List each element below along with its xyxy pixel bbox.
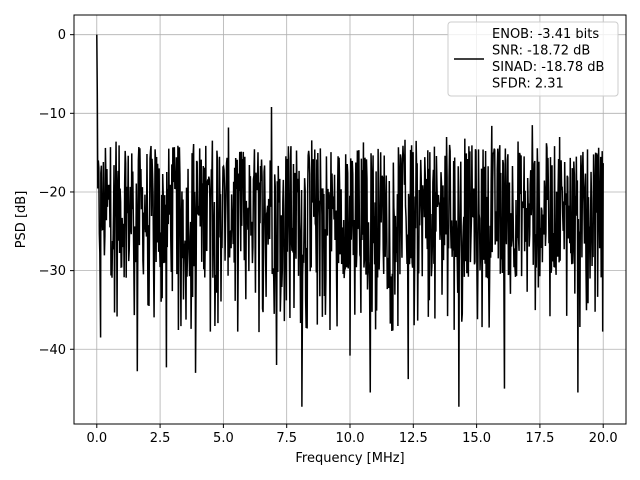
legend-box — [447, 21, 619, 97]
series-line — [96, 34, 604, 407]
x-tick-label: 10.0 — [336, 431, 365, 446]
plot-area — [96, 34, 604, 407]
x-tick-label: 7.5 — [276, 431, 297, 446]
x-tick-label: 2.5 — [150, 431, 171, 446]
y-axis-label: PSD [dB] — [14, 191, 29, 249]
y-axis-ticks: 0 −10 −20 −30 −40 — [39, 28, 74, 358]
y-tick-label: −20 — [39, 185, 66, 200]
x-tick-label: 0.0 — [86, 431, 107, 446]
legend: ENOB: -3.41 bits SNR: -18.72 dB SINAD: -… — [447, 21, 619, 97]
legend-enob: ENOB: -3.41 bits — [492, 27, 599, 42]
x-axis-ticks: 0.0 2.5 5.0 7.5 10.0 12.5 15.0 17.5 20.0 — [86, 424, 618, 446]
y-tick-label: −30 — [39, 264, 66, 279]
legend-sinad: SINAD: -18.78 dB — [492, 60, 604, 75]
x-tick-label: 15.0 — [462, 431, 491, 446]
x-tick-label: 17.5 — [525, 431, 554, 446]
x-tick-label: 12.5 — [399, 431, 428, 446]
legend-snr: SNR: -18.72 dB — [492, 44, 590, 59]
x-tick-label: 5.0 — [213, 431, 234, 446]
y-tick-label: −10 — [39, 107, 66, 122]
x-axis-label: Frequency [MHz] — [295, 451, 404, 466]
y-tick-label: −40 — [39, 343, 66, 358]
y-tick-label: 0 — [58, 28, 66, 43]
x-tick-label: 20.0 — [589, 431, 618, 446]
legend-sfdr: SFDR: 2.31 — [492, 77, 564, 92]
